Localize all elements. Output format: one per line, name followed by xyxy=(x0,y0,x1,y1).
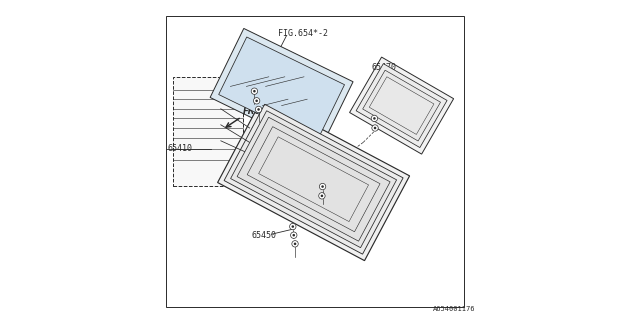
Circle shape xyxy=(251,88,257,94)
Polygon shape xyxy=(218,98,410,261)
Text: 65458B: 65458B xyxy=(334,188,364,196)
Polygon shape xyxy=(363,70,440,141)
Polygon shape xyxy=(230,111,397,248)
Polygon shape xyxy=(349,57,454,154)
Circle shape xyxy=(289,223,296,230)
Polygon shape xyxy=(219,37,344,142)
Circle shape xyxy=(321,195,323,197)
Bar xyxy=(173,77,243,186)
Circle shape xyxy=(291,232,297,238)
Circle shape xyxy=(371,115,378,122)
Circle shape xyxy=(372,125,378,131)
Circle shape xyxy=(321,185,324,188)
Circle shape xyxy=(294,243,296,245)
Circle shape xyxy=(292,225,294,228)
Polygon shape xyxy=(210,28,353,151)
Circle shape xyxy=(253,90,255,92)
Text: 65450: 65450 xyxy=(251,231,276,240)
Circle shape xyxy=(373,117,376,120)
Text: Q300003: Q300003 xyxy=(334,176,369,185)
Circle shape xyxy=(292,234,295,236)
Circle shape xyxy=(319,193,325,199)
Circle shape xyxy=(319,183,326,190)
Text: 65410: 65410 xyxy=(167,144,192,153)
Circle shape xyxy=(255,106,262,113)
Circle shape xyxy=(292,241,298,247)
Text: FRONT: FRONT xyxy=(243,107,275,116)
Text: FIG.654*-2: FIG.654*-2 xyxy=(278,29,328,38)
Circle shape xyxy=(374,127,376,129)
Text: 65470: 65470 xyxy=(371,63,396,72)
Text: A654001176: A654001176 xyxy=(433,306,475,312)
Polygon shape xyxy=(237,117,390,241)
Circle shape xyxy=(255,100,258,102)
Polygon shape xyxy=(224,104,403,254)
Circle shape xyxy=(253,98,260,104)
Polygon shape xyxy=(356,64,447,148)
Circle shape xyxy=(257,108,260,111)
